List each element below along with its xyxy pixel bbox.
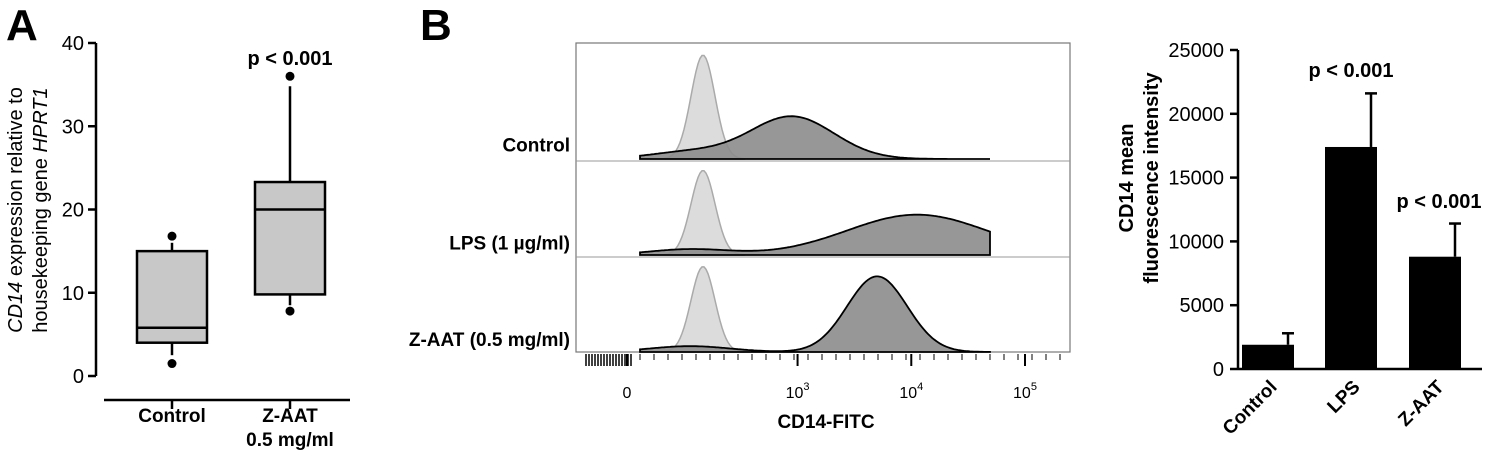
y-tick-label: 10 — [62, 283, 84, 305]
ylabel-rest: expression relative to — [5, 87, 27, 282]
p-value-annotation: p < 0.001 — [1308, 60, 1393, 82]
y-tick-label: 20000 — [1168, 104, 1224, 126]
ylabel-line2-italic: HPRT1 — [30, 87, 52, 152]
x-tick-base: 10 — [899, 385, 917, 402]
bar-ylabel-line2: fluorescence intensity — [1141, 72, 1163, 284]
x-tick-base: 10 — [786, 385, 804, 402]
outlier-point — [167, 231, 177, 241]
bar-ylabel-line1: CD14 mean — [1116, 124, 1138, 233]
x-tick-exponent: 4 — [917, 381, 923, 393]
outlier-point — [285, 71, 295, 81]
x-tick-base: 0 — [623, 385, 632, 402]
y-tick-label: 5000 — [1180, 295, 1225, 317]
box — [253, 180, 327, 296]
y-tick-label: 20 — [62, 200, 84, 222]
panel-b-letter: B — [420, 1, 452, 50]
histogram-row-label: Z-AAT (0.5 mg/ml) — [409, 330, 570, 351]
y-tick-label: 30 — [62, 116, 84, 138]
x-tick-label: 0 — [623, 385, 632, 402]
x-category-label: Control — [1219, 377, 1282, 440]
stained-histogram — [639, 115, 990, 160]
bar — [1409, 256, 1461, 369]
y-tick-label: 25000 — [1168, 40, 1224, 62]
x-axis-title: CD14-FITC — [777, 412, 874, 433]
x-category-label: Z-AAT — [262, 406, 318, 427]
p-value-annotation: p < 0.001 — [247, 48, 332, 70]
x-tick-exponent: 5 — [1031, 381, 1037, 393]
y-tick-label: 40 — [62, 33, 84, 55]
y-tick-label: 0 — [1213, 359, 1224, 381]
bar — [1242, 344, 1294, 369]
p-value-annotation: p < 0.001 — [1396, 191, 1481, 213]
outlier-point — [285, 306, 295, 316]
histogram-row-label: Control — [502, 136, 570, 157]
ylabel-gene-italic: CD14 — [5, 282, 27, 333]
panel-b-histograms: Control LPS (1 µg/ml) Z-AAT (0.5 mg/ml) 0 10… — [409, 42, 1071, 433]
x-tick-label: 103 — [786, 381, 810, 402]
panel-a-letter: A — [6, 1, 38, 50]
x-tick-label: 105 — [1013, 381, 1037, 402]
x-tick-exponent: 3 — [803, 381, 809, 393]
svg-text:housekeeping gene HPRT1: housekeeping gene HPRT1 — [30, 87, 52, 332]
ylabel-line2-prefix: housekeeping gene — [30, 153, 52, 333]
y-tick-label: 10000 — [1168, 231, 1224, 253]
panel-b-bar-chart: 0 5000 10000 15000 20000 25000 Control LPS p < 0… — [1168, 40, 1482, 439]
x-category-label: Z-AAT — [1394, 376, 1448, 430]
x-category-label-line2: 0.5 mg/ml — [246, 430, 334, 451]
x-category-label: LPS — [1324, 377, 1365, 418]
x-tick-label: 104 — [899, 381, 923, 402]
stained-histogram — [639, 275, 991, 353]
bar — [1325, 146, 1377, 369]
y-tick-label: 15000 — [1168, 168, 1224, 190]
x-tick-base: 10 — [1013, 385, 1031, 402]
panel-a-y-axis-title: CD14 expression relative to housekeeping… — [5, 87, 52, 333]
svg-text:CD14 expression relative to: CD14 expression relative to — [5, 87, 27, 333]
histogram-frame — [575, 42, 1071, 353]
stained-histogram — [639, 213, 991, 256]
outlier-point — [167, 359, 177, 369]
isotype-histogram — [650, 266, 745, 353]
panel-a-box-plot: 0 10 20 30 40 Control Z-AAT 0.5 mg/ml p < 0.001 — [62, 33, 350, 451]
isotype-histogram — [650, 170, 745, 256]
histogram-row-label: LPS (1 µg/ml) — [449, 233, 570, 254]
x-category-label: Control — [138, 406, 206, 427]
y-tick-label: 0 — [73, 366, 84, 388]
